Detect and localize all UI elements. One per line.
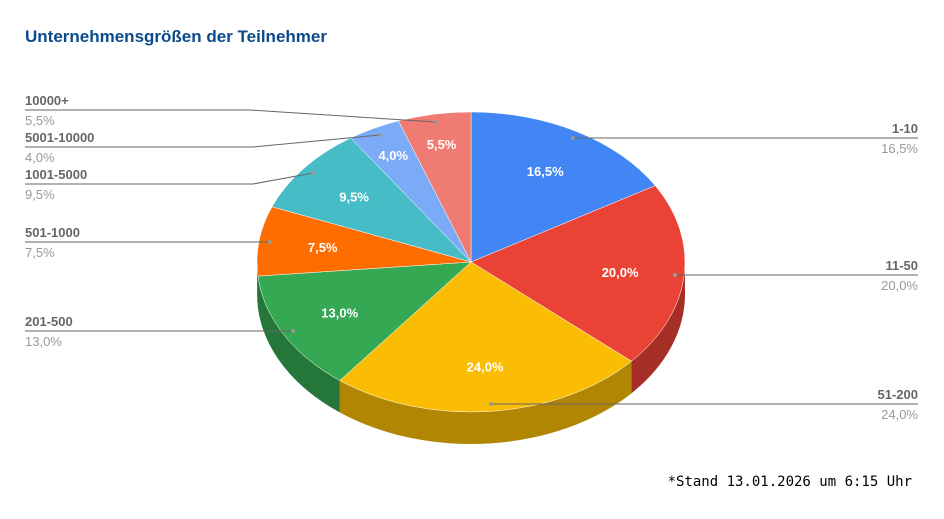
leader-dot	[434, 120, 438, 124]
slice-value-label: 5,5%	[427, 137, 457, 152]
footnote: *Stand 13.01.2026 um 6:15 Uhr	[667, 474, 912, 490]
legend-value: 16,5%	[881, 141, 918, 156]
legend-value: 4,0%	[25, 150, 55, 165]
pie-slice-11-50	[470, 185, 686, 362]
legend-label: 11-50	[885, 258, 918, 273]
slice-value-label: 20,0%	[602, 265, 639, 280]
legend-label: 5001-10000	[25, 130, 94, 145]
legend-value: 13,0%	[25, 334, 62, 349]
slice-side	[257, 276, 340, 413]
leader-dot	[673, 273, 677, 277]
leader-dot	[291, 329, 295, 333]
legend-value: 9,5%	[25, 187, 55, 202]
slice-value-label: 13,0%	[321, 306, 358, 321]
leader-line	[25, 172, 314, 185]
pie-slice-501-1000	[256, 206, 472, 277]
pie-slice-1-10	[470, 111, 656, 263]
slice-side	[257, 262, 258, 309]
legend-label: 51-200	[878, 387, 918, 402]
pie-slice-10000+	[398, 111, 472, 263]
leader-dot	[268, 240, 272, 244]
leader-dot	[489, 402, 493, 406]
legend-value: 24,0%	[881, 407, 918, 422]
legend-value: 5,5%	[25, 113, 55, 128]
legend-label: 201-500	[25, 314, 73, 329]
slice-value-label: 7,5%	[308, 240, 338, 255]
pie-slice-1001-5000	[271, 137, 472, 263]
slice-value-label: 16,5%	[527, 164, 564, 179]
leader-line	[25, 134, 381, 148]
pie-slice-51-200	[339, 261, 632, 413]
slice-value-label: 9,5%	[339, 189, 369, 204]
legend-value: 7,5%	[25, 245, 55, 260]
slice-side	[339, 361, 632, 444]
leader-dot	[378, 133, 382, 137]
slice-value-label: 4,0%	[378, 148, 408, 163]
leader-line	[25, 109, 437, 123]
chart-title: Unternehmensgrößen der Teilnehmer	[25, 27, 327, 46]
legend-value: 20,0%	[881, 278, 918, 293]
leader-dot	[311, 171, 315, 175]
slice-side	[631, 262, 685, 394]
legend-label: 1-10	[892, 121, 918, 136]
slice-value-label: 24,0%	[467, 360, 504, 375]
legend-label: 1001-5000	[25, 167, 87, 182]
legend-label: 10000+	[25, 93, 69, 108]
leader-dot	[571, 136, 575, 140]
pie-slice-201-500	[257, 261, 472, 381]
legend-label: 501-1000	[25, 225, 80, 240]
